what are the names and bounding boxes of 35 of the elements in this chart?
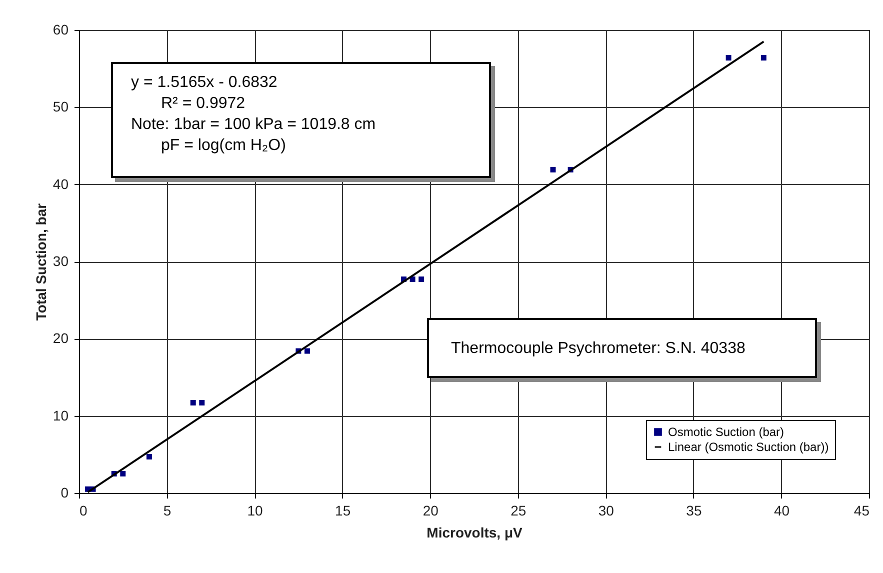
x-tick-label: 10	[247, 502, 264, 518]
annotation: Note: 1bar = 100 kPa = 1019.8 cm	[131, 115, 377, 135]
y-tick-label: 20	[52, 330, 69, 346]
annotation: y = 1.5165x - 0.6832	[131, 73, 278, 93]
annotation: R² = 0.9972	[160, 94, 246, 114]
x-tick-label: 5	[163, 502, 172, 518]
point	[418, 276, 424, 282]
legend-label: Osmotic Suction (bar)	[668, 425, 784, 439]
x-tick-label: 0	[80, 502, 88, 518]
legend-label: Linear (Osmotic Suction (bar))	[668, 440, 829, 454]
y-axis-title: Total Suction, bar	[32, 202, 49, 321]
point	[550, 166, 556, 172]
x-tick-label: 40	[774, 502, 790, 518]
x-tick-label: 45	[854, 502, 870, 518]
point	[120, 470, 126, 476]
annotation: pF = log(cm H₂O)	[160, 136, 287, 156]
point	[726, 55, 732, 61]
point	[760, 55, 766, 61]
point	[146, 454, 152, 460]
point	[304, 348, 310, 354]
x-tick-label: 35	[686, 502, 702, 518]
point	[199, 400, 205, 406]
point	[190, 400, 196, 406]
x-axis-title: Microvolts, μV	[426, 524, 524, 540]
x-tick-label: 20	[422, 502, 439, 518]
y-tick-label: 30	[52, 253, 69, 269]
x-tick-label: 15	[335, 502, 351, 518]
x-tick-label: 30	[598, 502, 614, 518]
y-tick-label: 50	[52, 98, 69, 115]
y-tick-label: 0	[60, 484, 69, 500]
annotation: Thermocouple Psychrometer: S.N. 40338	[451, 339, 746, 359]
y-tick-label: 10	[52, 407, 69, 424]
x-tick-label: 25	[510, 502, 526, 518]
y-tick-label: 40	[52, 176, 69, 192]
y-tick-label: 60	[52, 22, 69, 38]
